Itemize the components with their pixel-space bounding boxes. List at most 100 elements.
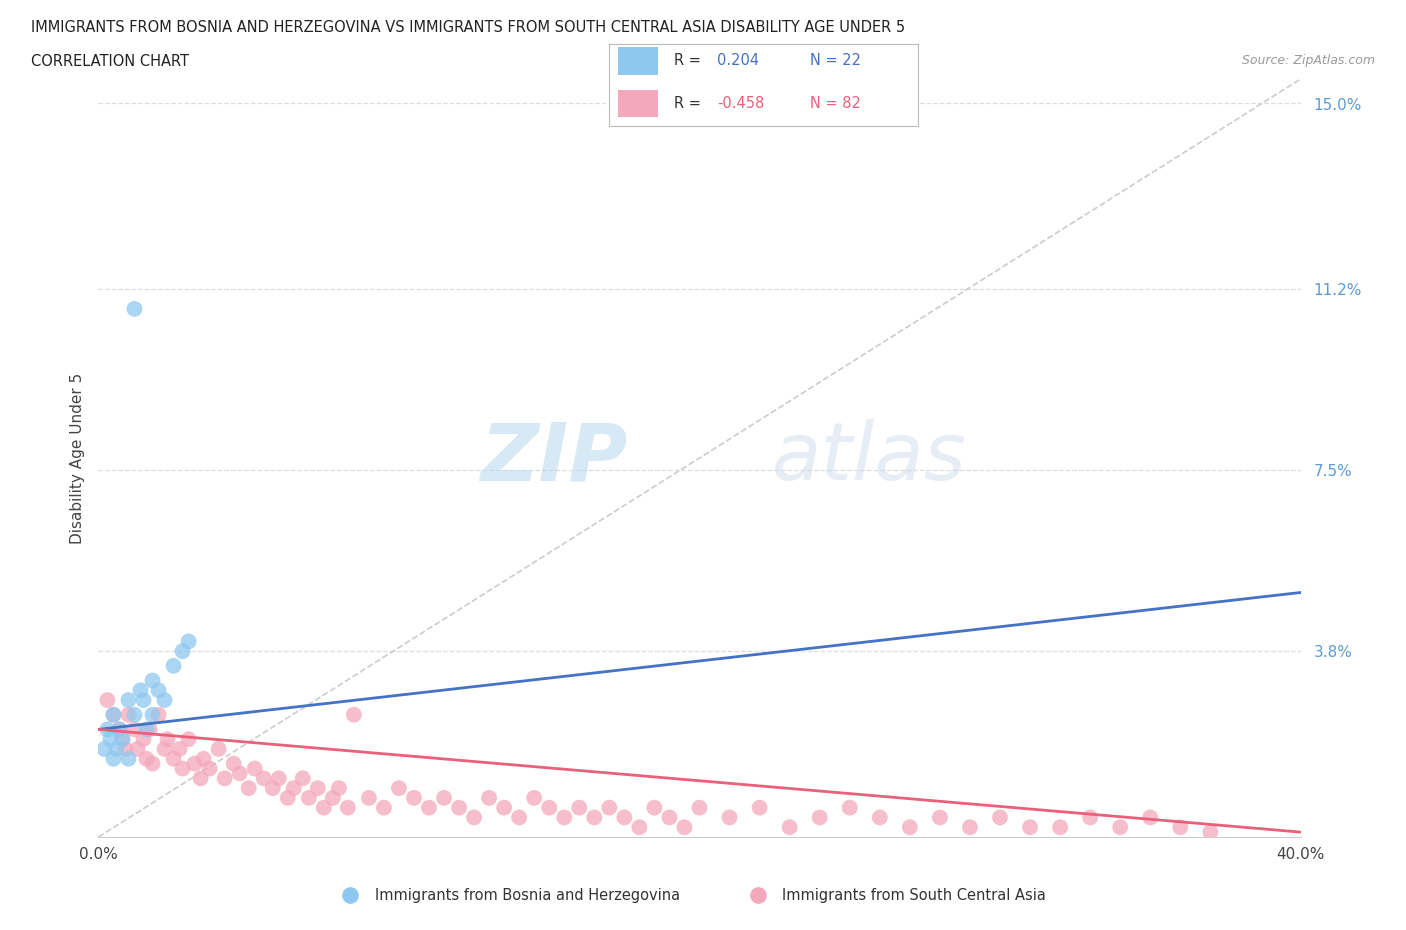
Point [177,634,200,649]
Point [343,708,366,723]
Text: R =: R = [673,96,706,111]
Point [322,790,344,805]
Point [658,810,681,825]
Point [357,790,380,805]
Point [190,771,212,786]
Point [748,800,770,815]
Point [433,790,456,805]
Point [214,771,236,786]
Point [643,800,665,815]
Point [148,708,170,723]
Point [103,708,125,723]
Point [172,644,194,658]
Point [747,887,769,902]
Point [808,810,831,825]
Point [298,790,321,805]
Point [117,708,139,723]
Point [96,693,118,708]
Text: -0.458: -0.458 [717,96,765,111]
Point [538,800,561,815]
Point [124,301,146,316]
Point [96,722,118,737]
Point [127,741,149,756]
Point [111,732,134,747]
Point [373,800,395,815]
Point [718,810,741,825]
Point [688,800,710,815]
Text: Immigrants from South Central Asia: Immigrants from South Central Asia [782,887,1046,903]
Point [153,741,176,756]
Text: N = 22: N = 22 [810,53,860,69]
Point [183,756,205,771]
Point [124,708,146,723]
Point [779,819,801,834]
Point [447,800,470,815]
Point [267,771,290,786]
Point [418,800,440,815]
Point [103,708,125,723]
Point [141,756,163,771]
Point [135,722,157,737]
Point [103,751,125,766]
Point [988,810,1011,825]
Point [108,722,131,737]
Point [1109,819,1132,834]
Point [105,741,128,756]
Text: Immigrants from Bosnia and Herzegovina: Immigrants from Bosnia and Herzegovina [374,887,679,903]
Point [277,790,299,805]
Point [141,673,163,688]
Point [238,780,260,795]
Point [132,693,155,708]
Point [117,693,139,708]
Point [108,722,131,737]
Point [929,810,952,825]
Point [169,741,191,756]
Point [673,819,696,834]
Text: 0.204: 0.204 [717,53,759,69]
Point [148,683,170,698]
Bar [619,47,658,74]
Point [177,732,200,747]
Point [135,751,157,766]
Point [208,741,231,756]
Text: atlas: atlas [772,419,966,497]
Point [568,800,591,815]
Point [613,810,636,825]
Point [402,790,425,805]
Point [162,751,184,766]
Point [222,756,245,771]
Point [124,722,146,737]
Point [117,751,139,766]
Point [141,708,163,723]
Point [1019,819,1042,834]
Text: Source: ZipAtlas.com: Source: ZipAtlas.com [1241,54,1375,67]
Y-axis label: Disability Age Under 5: Disability Age Under 5 [69,372,84,544]
Point [1170,819,1192,834]
Text: IMMIGRANTS FROM BOSNIA AND HERZEGOVINA VS IMMIGRANTS FROM SOUTH CENTRAL ASIA DIS: IMMIGRANTS FROM BOSNIA AND HERZEGOVINA V… [31,20,905,35]
Point [262,780,284,795]
Text: R =: R = [673,53,706,69]
Point [583,810,606,825]
Point [869,810,891,825]
Point [1139,810,1161,825]
Point [156,732,179,747]
Point [172,761,194,776]
Point [388,780,411,795]
Point [1078,810,1101,825]
Point [162,658,184,673]
Point [598,800,620,815]
Point [100,732,122,747]
Point [339,887,361,902]
Point [228,766,250,781]
Point [959,819,981,834]
Point [132,732,155,747]
Point [253,771,276,786]
Point [307,780,329,795]
Point [1049,819,1071,834]
Point [508,810,530,825]
Point [114,741,136,756]
Point [478,790,501,805]
Text: ZIP: ZIP [479,419,627,497]
Point [336,800,359,815]
Bar [619,89,658,117]
